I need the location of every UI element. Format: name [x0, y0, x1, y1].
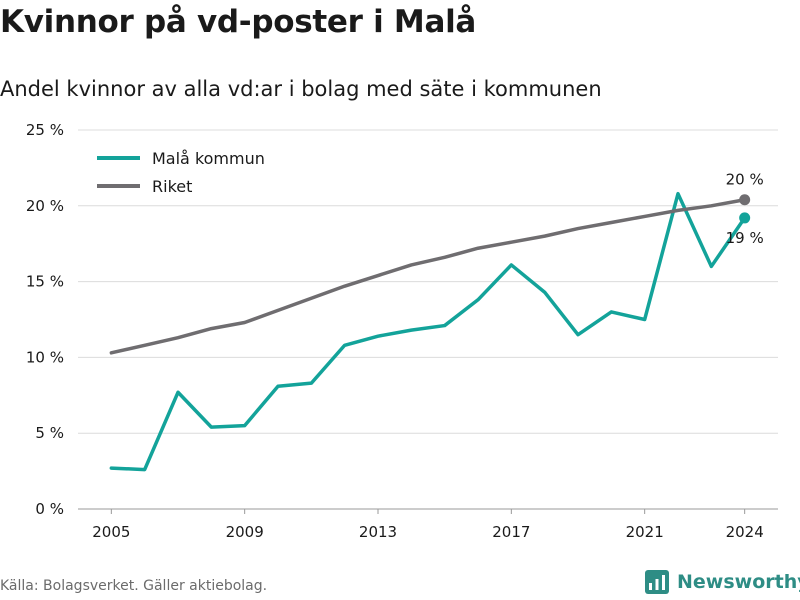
series-end-marker — [739, 194, 751, 206]
x-axis-ticks: 2005 2009 2013 2017 2021 2024 — [92, 509, 764, 541]
newsworthy-logo-icon — [645, 570, 669, 594]
series-line — [109, 191, 747, 472]
y-tick-label: 10 % — [26, 348, 64, 366]
x-tick-label: 2017 — [492, 523, 530, 541]
y-tick-label: 20 % — [26, 197, 64, 215]
legend-label: Riket — [152, 177, 192, 196]
grid-lines — [78, 129, 778, 510]
x-tick-label: 2009 — [226, 523, 264, 541]
source-note: Källa: Bolagsverket. Gäller aktiebolag. — [0, 578, 268, 594]
y-tick-label: 25 % — [26, 121, 64, 139]
chart-subtitle: Andel kvinnor av alla vd:ar i bolag med … — [0, 77, 602, 101]
series-line — [109, 197, 747, 355]
y-tick-label: 0 % — [35, 500, 64, 518]
y-axis-ticks: 0 % 5 % 10 % 15 % 20 % 25 % — [26, 121, 64, 518]
x-tick-label: 2013 — [359, 523, 397, 541]
y-tick-label: 5 % — [35, 424, 64, 442]
y-tick-label: 15 % — [26, 273, 64, 291]
end-value-label: 20 % — [726, 171, 764, 189]
series-end-marker — [739, 212, 751, 224]
brand-logo[interactable]: Newsworthy — [645, 570, 800, 594]
brand-name: Newsworthy — [677, 571, 800, 593]
x-tick-label: 2005 — [92, 523, 130, 541]
end-value-label: 19 % — [726, 229, 764, 247]
legend-label: Malå kommun — [152, 149, 265, 168]
series-lines: 19 % 20 % — [109, 171, 764, 472]
x-tick-label: 2024 — [726, 523, 764, 541]
legend: Malå kommun Riket — [97, 149, 265, 196]
x-tick-label: 2021 — [626, 523, 664, 541]
chart-title: Kvinnor på vd-poster i Malå — [0, 4, 477, 40]
